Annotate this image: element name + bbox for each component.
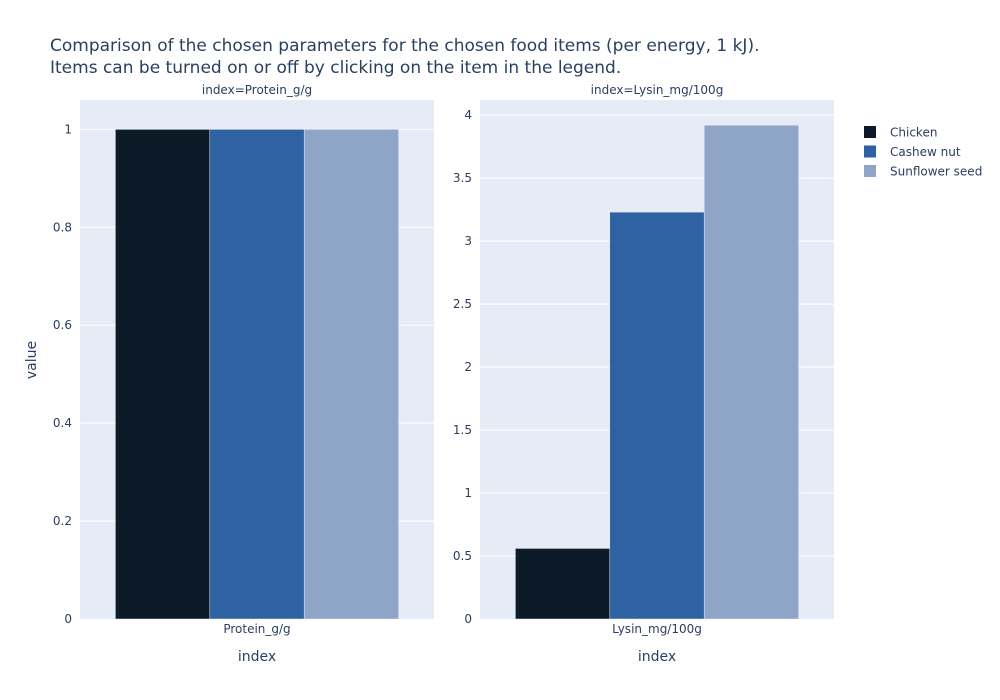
legend-label: Cashew nut [890, 145, 961, 159]
y-tick-label: 0.4 [53, 416, 72, 430]
chart-title-line-2: Items can be turned on or off by clickin… [50, 58, 621, 78]
y-tick-label: 1 [464, 486, 472, 500]
x-axis-title: index [638, 649, 676, 665]
y-tick-label: 0.5 [453, 549, 472, 563]
y-tick-label: 4 [464, 108, 472, 122]
bar-chicken [515, 548, 611, 620]
y-axis-title: value [24, 341, 40, 379]
legend-swatch [864, 126, 876, 138]
subplot-title: index=Protein_g/g [202, 83, 312, 97]
y-tick-label: 2 [464, 360, 472, 374]
legend[interactable]: Chicken Cashew nut Sunflower seed [864, 126, 982, 179]
y-tick-label: 0.6 [53, 318, 72, 332]
bar-cashew-nut [209, 129, 305, 620]
legend-item-sunflower-seed[interactable]: Sunflower seed [864, 165, 982, 179]
y-tick-label: 3 [464, 234, 472, 248]
legend-label: Chicken [890, 126, 937, 140]
y-tick-label: 0 [464, 612, 472, 626]
legend-swatch [864, 165, 876, 177]
x-tick-label: Lysin_mg/100g [612, 622, 702, 636]
y-tick-label: 0 [64, 612, 72, 626]
bar-cashew-nut [609, 211, 705, 620]
legend-swatch [864, 145, 876, 158]
y-tick-label: 1.5 [453, 423, 472, 437]
x-axis-title: index [238, 649, 276, 665]
bar-sunflower-seed [303, 129, 399, 620]
x-tick-label: Protein_g/g [223, 622, 290, 636]
y-tick-label: 0.8 [53, 220, 72, 234]
chart-title-line-1: Comparison of the chosen parameters for … [50, 36, 759, 56]
legend-item-cashew-nut[interactable]: Cashew nut [864, 145, 961, 159]
legend-item-chicken[interactable]: Chicken [864, 126, 937, 140]
y-tick-label: 2.5 [453, 297, 472, 311]
subplot-title: index=Lysin_mg/100g [591, 83, 724, 97]
y-tick-label: 0.2 [53, 514, 72, 528]
y-tick-label: 3.5 [453, 171, 472, 185]
y-tick-label: 1 [64, 122, 72, 136]
bar-chicken [115, 129, 211, 620]
bar-sunflower-seed [703, 124, 799, 620]
legend-label: Sunflower seed [890, 165, 982, 179]
